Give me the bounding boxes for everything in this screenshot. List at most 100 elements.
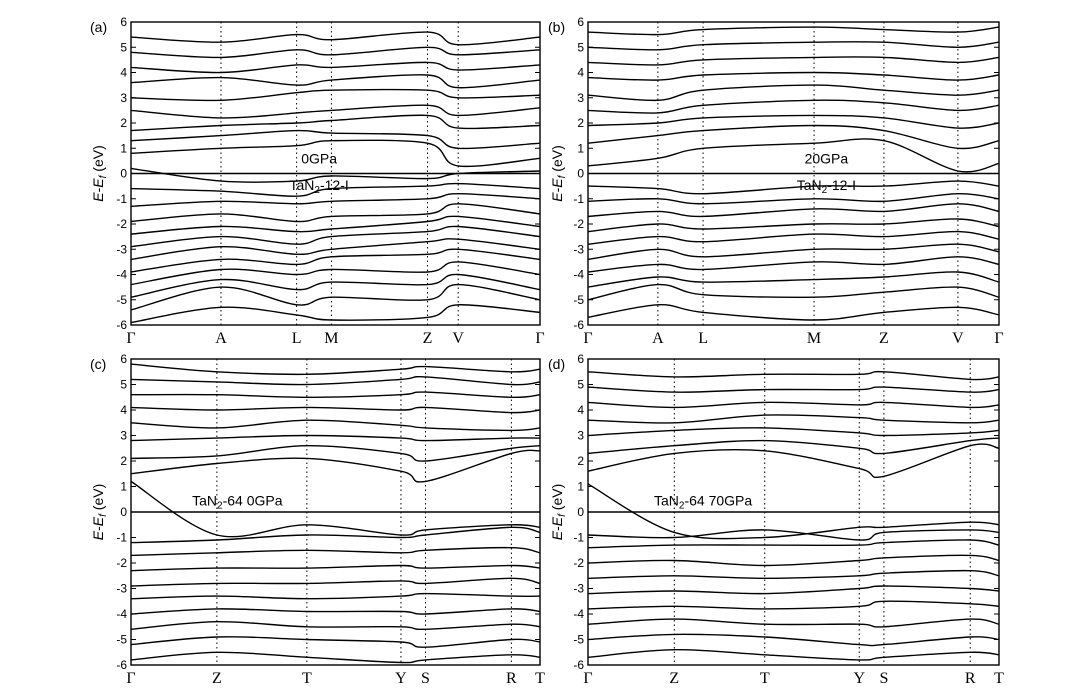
annotation-label: TaN2-12-I bbox=[290, 177, 349, 196]
y-tick-label: -4 bbox=[573, 607, 584, 621]
band-line bbox=[131, 406, 540, 414]
band-line bbox=[131, 192, 540, 207]
band-line bbox=[131, 546, 540, 557]
band-line bbox=[131, 620, 540, 631]
y-tick-label: 2 bbox=[120, 116, 127, 130]
y-tick-label: 5 bbox=[120, 378, 127, 392]
panel-label: (a) bbox=[90, 19, 107, 35]
y-tick-label: -5 bbox=[116, 293, 127, 307]
band-line bbox=[131, 215, 540, 235]
band-line bbox=[131, 449, 540, 483]
band-line bbox=[131, 46, 540, 59]
band-line bbox=[588, 443, 999, 479]
y-tick-label: 6 bbox=[120, 15, 127, 29]
y-axis-label: E-Ef (eV) bbox=[549, 145, 568, 201]
y-tick-label: -1 bbox=[116, 531, 127, 545]
band-line bbox=[588, 386, 999, 393]
annotation-label: TaN2-64 0GPa bbox=[192, 493, 283, 512]
band-line bbox=[131, 434, 540, 442]
y-tick-label: 1 bbox=[577, 480, 584, 494]
band-line bbox=[131, 391, 540, 399]
band-line bbox=[588, 414, 999, 424]
band-line bbox=[588, 84, 999, 102]
y-tick-label: -6 bbox=[573, 658, 584, 672]
band-line bbox=[588, 114, 999, 129]
y-tick-label: -3 bbox=[573, 582, 584, 596]
kpoint-label: Γ bbox=[126, 330, 135, 347]
band-line bbox=[131, 129, 540, 150]
y-tick-label: 3 bbox=[120, 429, 127, 443]
y-tick-label: -2 bbox=[573, 217, 584, 231]
band-line bbox=[131, 114, 540, 132]
y-tick-label: 4 bbox=[120, 403, 127, 417]
band-line bbox=[588, 401, 999, 409]
y-tick-label: 3 bbox=[577, 91, 584, 105]
band-line bbox=[588, 230, 999, 245]
y-axis-label: E-Ef (eV) bbox=[90, 484, 109, 540]
y-tick-label: 0 bbox=[120, 505, 127, 519]
band-line bbox=[588, 483, 999, 540]
kpoint-label: T bbox=[302, 670, 312, 687]
y-tick-label: 6 bbox=[120, 352, 127, 366]
panel-d: -6 -5 -4 -3 -2 -1 0 1 2 3 4 5 6 Γ Z T Y S R T (d) E-Ef (eV) Ta… bbox=[548, 352, 1004, 687]
y-axis-label: E-Ef (eV) bbox=[549, 484, 568, 540]
panel-label: (d) bbox=[548, 356, 565, 372]
band-line bbox=[588, 256, 999, 273]
band-line bbox=[588, 56, 999, 66]
y-tick-label: -1 bbox=[116, 192, 127, 206]
kpoint-label: V bbox=[952, 330, 964, 347]
kpoint-label: A bbox=[652, 330, 664, 347]
band-line bbox=[131, 104, 540, 119]
band-line bbox=[588, 554, 999, 567]
annotation-label: TaN2-12-I bbox=[797, 177, 856, 196]
y-tick-label: 2 bbox=[120, 454, 127, 468]
band-line bbox=[588, 539, 999, 549]
y-tick-label: -6 bbox=[116, 658, 127, 672]
y-tick-label: -6 bbox=[573, 318, 584, 332]
bands bbox=[588, 370, 999, 661]
y-tick-label: 5 bbox=[577, 378, 584, 392]
band-line bbox=[131, 375, 540, 386]
y-tick-label: 5 bbox=[120, 40, 127, 54]
y-axis-label: E-Ef (eV) bbox=[90, 145, 109, 201]
band-line bbox=[588, 585, 999, 595]
band-line bbox=[588, 529, 999, 541]
y-tick-label: -2 bbox=[573, 556, 584, 570]
y-tick-label: 3 bbox=[577, 429, 584, 443]
band-line bbox=[131, 444, 540, 462]
panel-a: -6 -5 -4 -3 -2 -1 0 1 2 3 4 5 6 Γ A L M Z V Γ (a) E-Ef (eV) 0G… bbox=[90, 15, 545, 347]
band-line bbox=[588, 648, 999, 661]
band-line bbox=[588, 71, 999, 81]
band-line bbox=[588, 370, 999, 381]
y-tick-label: -4 bbox=[573, 268, 584, 282]
kpoint-label: V bbox=[452, 330, 464, 347]
kpoint-label: L bbox=[292, 330, 302, 347]
band-line bbox=[131, 363, 540, 376]
band-line bbox=[131, 304, 540, 324]
y-tick-label: -1 bbox=[573, 531, 584, 545]
y-tick-label: 6 bbox=[577, 352, 584, 366]
panel-b: -6 -5 -4 -3 -2 -1 0 1 2 3 4 5 6 Γ A L M Z V Γ (b) E-Ef (eV) 20… bbox=[548, 15, 1004, 347]
band-line bbox=[131, 608, 540, 615]
kpoint-label: T bbox=[760, 670, 770, 687]
y-tick-label: -5 bbox=[573, 293, 584, 307]
kpoint-label: R bbox=[965, 670, 976, 687]
kpoint-label: M bbox=[807, 330, 821, 347]
kpoint-label: Z bbox=[669, 670, 679, 687]
band-line bbox=[588, 304, 999, 321]
kpoint-label: Γ bbox=[126, 670, 135, 687]
band-line bbox=[131, 564, 540, 572]
band-line bbox=[131, 74, 540, 89]
kpoint-label: L bbox=[698, 330, 708, 347]
panel-c: -6 -5 -4 -3 -2 -1 0 1 2 3 4 5 6 Γ Z T Y S R T (c) E-Ef (eV) Ta… bbox=[90, 352, 545, 687]
annotation-label: TaN2-64 70GPa bbox=[654, 493, 752, 512]
band-line bbox=[131, 31, 540, 46]
kpoint-label: A bbox=[215, 330, 227, 347]
band-line bbox=[131, 248, 540, 273]
y-tick-label: -3 bbox=[116, 582, 127, 596]
y-tick-label: 1 bbox=[577, 141, 584, 155]
y-tick-label: 0 bbox=[120, 167, 127, 181]
band-line bbox=[131, 419, 540, 432]
band-line bbox=[131, 526, 540, 544]
